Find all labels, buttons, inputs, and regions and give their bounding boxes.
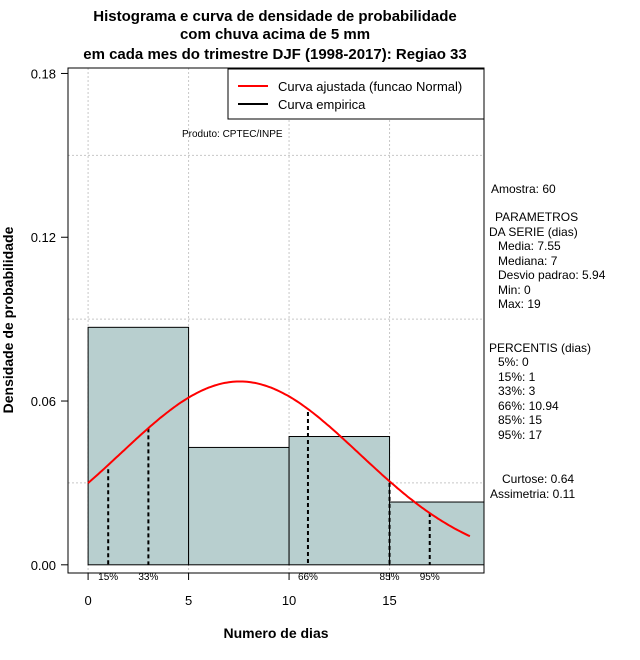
percentile-label-66: 66%	[298, 572, 318, 583]
y-tick-label: 0.12	[31, 230, 56, 245]
percentile-label-95: 95%	[420, 572, 440, 583]
x-tick-label: 5	[185, 593, 192, 608]
stat-assimetria: Assimetria: 0.11	[490, 487, 575, 501]
x-tick-label: 10	[282, 593, 296, 608]
y-tick-label: 0.06	[31, 394, 56, 409]
params-header-1: PARAMETROS	[495, 210, 578, 224]
stat-mediana: Mediana: 7	[498, 254, 558, 268]
histogram-bar-2	[188, 446, 290, 566]
sample-size: Amostra: 60	[491, 182, 556, 196]
legend-normal-label: Curva ajustada (funcao Normal)	[278, 79, 462, 94]
histogram-bars	[87, 326, 485, 566]
y-tick-label: 0.00	[31, 558, 56, 573]
stat-max: Max: 19	[498, 297, 541, 311]
percentile-95: 95%: 17	[498, 428, 542, 442]
y-tick-label: 0.18	[31, 66, 56, 81]
percentis-header: PERCENTIS (dias)	[489, 341, 591, 355]
curves	[87, 380, 471, 538]
histogram-bar-4	[389, 501, 485, 566]
chart-title-line-2: com chuva acima de 5 mm	[180, 26, 370, 43]
normal-curve-line	[87, 380, 471, 538]
percentile-label-33: 33%	[138, 572, 158, 583]
legend-box	[227, 68, 485, 120]
percentile-33: 33%: 3	[498, 384, 536, 398]
percentile-label-15: 15%	[98, 572, 118, 583]
chart-title-line-1: Histograma e curva de densidade de proba…	[93, 8, 456, 25]
percentile-5: 5%: 0	[498, 355, 529, 369]
histogram-bar-1	[87, 326, 190, 566]
percentile-85: 85%: 15	[498, 413, 542, 427]
x-tick-label: 15	[382, 593, 396, 608]
percentile-66: 66%: 10.94	[498, 399, 559, 413]
stat-curtose: Curtose: 0.64	[502, 472, 574, 486]
product-label: Produto: CPTEC/INPE	[182, 129, 283, 140]
stat-media: Media: 7.55	[498, 239, 561, 253]
stat-desvio: Desvio padrao: 5.94	[498, 268, 606, 282]
percentile-15: 15%: 1	[498, 370, 536, 384]
x-axis-label: Numero de dias	[223, 625, 328, 641]
x-tick-label: 0	[84, 593, 91, 608]
axes: 0 5 10 15 0.00 0.06 0.12 0.18	[31, 66, 397, 608]
stats-panel: Amostra: 60 PARAMETROS DA SERIE (dias) M…	[489, 182, 606, 501]
legend: Curva ajustada (funcao Normal) Curva emp…	[227, 68, 485, 120]
params-header-2: DA SERIE (dias)	[489, 225, 578, 239]
legend-empirical-label: Curva empirica	[278, 97, 366, 112]
y-axis-label: Densidade de probabilidade	[0, 226, 16, 413]
stat-min: Min: 0	[498, 283, 531, 297]
chart-title-line-3: em cada mes do trimestre DJF (1998-2017)…	[83, 46, 467, 63]
histogram-bar-3	[288, 436, 391, 566]
